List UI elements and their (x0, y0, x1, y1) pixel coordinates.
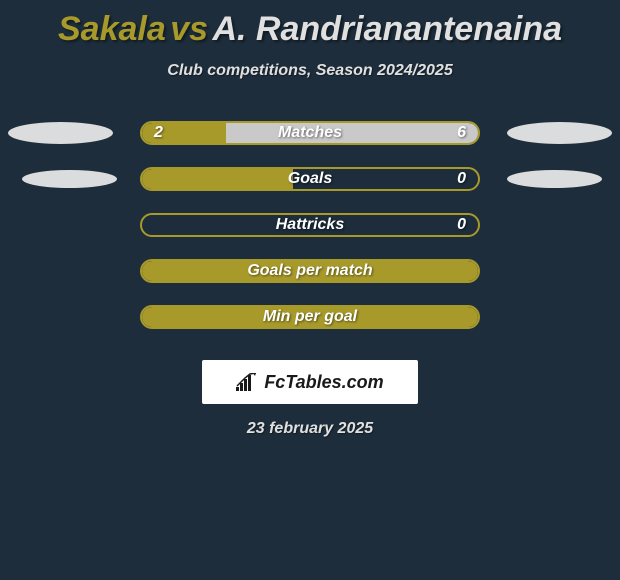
stat-bar: Min per goal (140, 305, 480, 329)
subtitle: Club competitions, Season 2024/2025 (0, 62, 620, 80)
player1-name: Sakala (58, 10, 166, 48)
date-label: 23 february 2025 (0, 420, 620, 438)
right-indicator-ellipse (507, 170, 602, 188)
stat-bar: 0Hattricks (140, 213, 480, 237)
branding-box: FcTables.com (202, 360, 418, 404)
stat-row: 26Matches (0, 110, 620, 156)
stats-area: 26Matches 0Goals 0Hattricks Goals per match… (0, 110, 620, 340)
vs-text: vs (170, 10, 208, 48)
chart-icon (236, 373, 258, 391)
stat-label: Min per goal (142, 308, 478, 326)
stat-bar: Goals per match (140, 259, 480, 283)
branding-text: FcTables.com (264, 372, 383, 393)
stat-row: 0Goals (0, 156, 620, 202)
page-title: Sakala vs A. Randrianantenaina (0, 5, 620, 54)
stat-label: Goals (142, 170, 478, 188)
stat-row: Min per goal (0, 294, 620, 340)
stat-bar: 0Goals (140, 167, 480, 191)
stat-label: Matches (142, 124, 478, 142)
stat-row: Goals per match (0, 248, 620, 294)
player2-name: A. Randrianantenaina (212, 10, 562, 48)
right-indicator-ellipse (507, 122, 612, 144)
stat-bar: 26Matches (140, 121, 480, 145)
infographic-container: Sakala vs A. Randrianantenaina Club comp… (0, 0, 620, 443)
stat-label: Hattricks (142, 216, 478, 234)
stat-row: 0Hattricks (0, 202, 620, 248)
stat-label: Goals per match (142, 262, 478, 280)
left-indicator-ellipse (8, 122, 113, 144)
left-indicator-ellipse (22, 170, 117, 188)
